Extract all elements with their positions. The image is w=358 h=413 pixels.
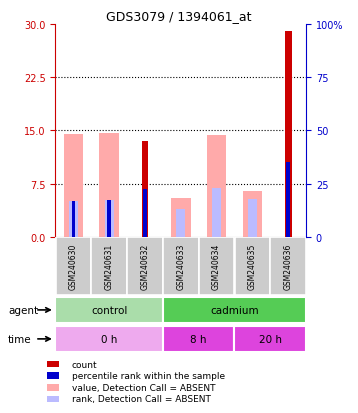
- Bar: [55, 297, 163, 323]
- Bar: [100, 133, 119, 237]
- Bar: [64, 135, 83, 237]
- Bar: [47, 396, 59, 402]
- Text: 20 h: 20 h: [259, 334, 282, 344]
- Bar: [47, 373, 59, 379]
- Text: cadmium: cadmium: [210, 305, 259, 315]
- Bar: [127, 237, 163, 295]
- Bar: [286, 163, 290, 237]
- Bar: [72, 201, 75, 237]
- Bar: [163, 297, 306, 323]
- Text: control: control: [91, 305, 127, 315]
- Text: count: count: [72, 360, 97, 369]
- Bar: [163, 237, 199, 295]
- Bar: [107, 200, 111, 237]
- Bar: [163, 326, 234, 352]
- Text: rank, Detection Call = ABSENT: rank, Detection Call = ABSENT: [72, 394, 211, 404]
- Bar: [207, 136, 226, 237]
- Text: GSM240630: GSM240630: [69, 243, 78, 290]
- Text: percentile rank within the sample: percentile rank within the sample: [72, 371, 225, 380]
- Bar: [55, 237, 91, 295]
- Bar: [105, 200, 113, 237]
- Bar: [242, 191, 262, 237]
- Bar: [55, 326, 163, 352]
- Bar: [176, 210, 185, 237]
- Bar: [212, 189, 221, 237]
- Bar: [234, 237, 270, 295]
- Bar: [270, 237, 306, 295]
- Text: value, Detection Call = ABSENT: value, Detection Call = ABSENT: [72, 383, 215, 392]
- Bar: [141, 142, 149, 237]
- Text: time: time: [8, 334, 32, 344]
- Text: 0 h: 0 h: [101, 334, 117, 344]
- Text: GDS3079 / 1394061_at: GDS3079 / 1394061_at: [106, 10, 252, 23]
- Text: 8 h: 8 h: [190, 334, 207, 344]
- Bar: [199, 237, 234, 295]
- Text: GSM240633: GSM240633: [176, 243, 185, 290]
- Bar: [143, 190, 147, 237]
- Text: GSM240636: GSM240636: [284, 243, 293, 290]
- Bar: [47, 361, 59, 368]
- Text: agent: agent: [8, 305, 38, 315]
- Bar: [69, 201, 78, 237]
- Text: GSM240635: GSM240635: [248, 243, 257, 290]
- Bar: [234, 326, 306, 352]
- Bar: [47, 384, 59, 391]
- Bar: [171, 199, 190, 237]
- Text: GSM240632: GSM240632: [140, 243, 150, 290]
- Bar: [248, 199, 257, 237]
- Text: GSM240631: GSM240631: [105, 243, 114, 290]
- Bar: [285, 32, 292, 237]
- Text: GSM240634: GSM240634: [212, 243, 221, 290]
- Bar: [91, 237, 127, 295]
